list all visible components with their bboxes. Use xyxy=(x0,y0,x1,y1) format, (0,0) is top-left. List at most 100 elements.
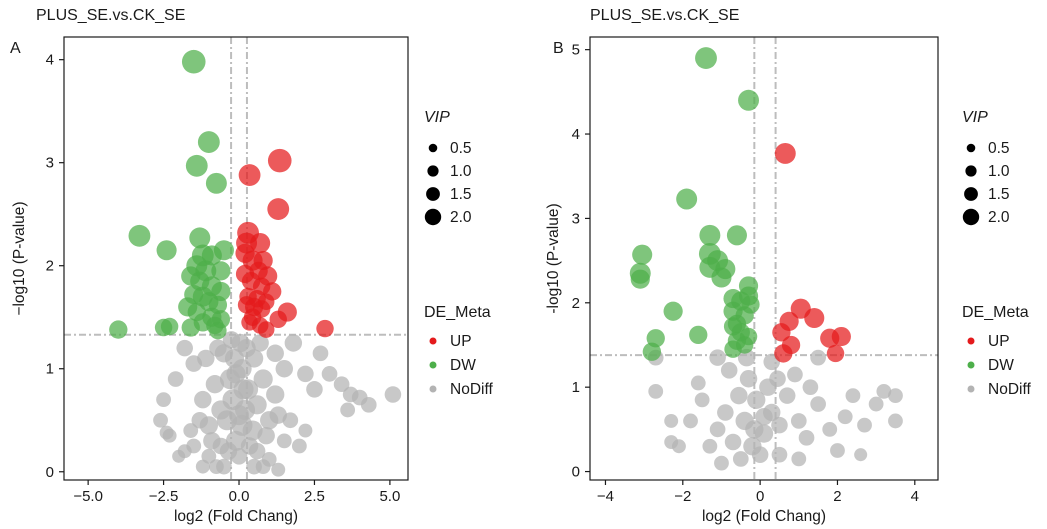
panel-a: PLUS_SE.vs.CK_SE A −5.0 −2.5 0.0 2.5 5.0 0 1 2 3 4 l… xyxy=(10,7,493,525)
point-nodiff xyxy=(830,443,845,458)
point-dw xyxy=(181,318,200,337)
x-tick-label: −2 xyxy=(674,488,691,505)
legend-color-label: DW xyxy=(988,357,1014,374)
y-tick-label: 4 xyxy=(572,126,580,143)
legend-color-title: DE_Meta xyxy=(424,304,491,321)
point-dw xyxy=(676,188,698,210)
point-nodiff xyxy=(384,386,402,403)
point-nodiff xyxy=(810,349,826,366)
point-up xyxy=(250,233,271,254)
point-nodiff xyxy=(664,413,679,428)
point-nodiff xyxy=(709,421,726,438)
point-up xyxy=(267,198,290,220)
x-tick-label: 2.5 xyxy=(304,488,325,505)
point-dw xyxy=(205,172,227,194)
point-dw xyxy=(209,321,227,340)
point-up xyxy=(831,326,851,347)
point-nodiff xyxy=(787,366,803,383)
point-up xyxy=(826,344,845,363)
point-nodiff xyxy=(253,369,273,389)
y-tick-label: 0 xyxy=(572,464,580,481)
legend-color-label: DW xyxy=(450,357,476,374)
y-tick-label: 3 xyxy=(46,155,54,172)
point-dw xyxy=(109,320,128,339)
point-nodiff xyxy=(191,411,209,429)
legend-size-label: 0.5 xyxy=(988,140,1010,157)
point-nodiff xyxy=(714,455,729,471)
chart-title: PLUS_SE.vs.CK_SE xyxy=(590,7,739,24)
point-nodiff xyxy=(266,344,284,363)
legend-size-swatch xyxy=(966,143,976,153)
point-nodiff xyxy=(648,384,664,399)
x-tick-label: 0.0 xyxy=(229,488,250,505)
point-nodiff xyxy=(255,459,271,475)
point-nodiff xyxy=(845,388,861,404)
y-tick-label: 1 xyxy=(46,361,54,378)
point-dw xyxy=(197,131,220,154)
point-up xyxy=(774,344,793,363)
point-up xyxy=(772,323,791,342)
point-nodiff xyxy=(312,345,329,362)
point-nodiff xyxy=(778,387,796,404)
point-nodiff xyxy=(212,437,230,455)
point-up xyxy=(804,307,825,329)
point-nodiff xyxy=(248,442,266,460)
point-dw xyxy=(630,269,650,289)
x-tick-label: 4 xyxy=(911,488,919,505)
point-nodiff xyxy=(282,412,299,429)
y-tick-label: 0 xyxy=(46,464,54,481)
point-up xyxy=(267,148,292,173)
point-nodiff xyxy=(739,370,758,388)
point-dw xyxy=(189,227,211,249)
legend-size-swatch xyxy=(965,165,977,177)
point-nodiff xyxy=(690,375,706,391)
legend-size-swatch xyxy=(962,208,980,226)
point-nodiff xyxy=(247,395,267,415)
legend-color-swatch xyxy=(967,385,975,393)
point-dw xyxy=(695,47,717,70)
data-points xyxy=(629,47,903,471)
point-nodiff xyxy=(251,334,269,352)
point-nodiff xyxy=(360,396,377,413)
point-nodiff xyxy=(201,448,217,464)
point-nodiff xyxy=(791,451,807,467)
point-nodiff xyxy=(333,376,350,393)
legend-size-label: 0.5 xyxy=(450,140,472,157)
point-nodiff xyxy=(298,423,313,438)
legend-color-swatch xyxy=(429,337,437,345)
point-nodiff xyxy=(306,381,323,398)
point-nodiff xyxy=(195,459,210,474)
legend-size-label: 2.0 xyxy=(988,209,1010,226)
point-dw xyxy=(156,240,177,261)
panel-b: PLUS_SE.vs.CK_SE B −4 −2 0 2 4 0 1 2 3 4 5 log2 (Fold… xyxy=(545,7,1031,525)
y-tick-label: 2 xyxy=(46,258,54,275)
point-nodiff xyxy=(176,339,193,357)
legend-color-swatch xyxy=(429,385,437,393)
point-nodiff xyxy=(194,390,212,409)
point-nodiff xyxy=(209,339,227,357)
point-nodiff xyxy=(228,405,250,426)
point-nodiff xyxy=(233,379,254,400)
point-nodiff xyxy=(717,404,734,421)
point-nodiff xyxy=(172,449,186,463)
point-dw xyxy=(211,261,231,281)
legend-size-label: 1.5 xyxy=(988,186,1010,203)
x-tick-label: −4 xyxy=(597,488,614,505)
legend-color-swatch xyxy=(967,337,975,345)
point-nodiff xyxy=(747,390,766,409)
point-nodiff xyxy=(868,396,884,412)
point-nodiff xyxy=(284,334,303,352)
x-axis-label: log2 (Fold Chang) xyxy=(174,508,298,525)
y-tick-label: 3 xyxy=(572,210,580,227)
point-up xyxy=(316,319,334,338)
point-dw xyxy=(711,267,732,288)
point-up xyxy=(269,310,287,329)
y-axis-label: -log10 (P-value) xyxy=(545,203,562,313)
point-nodiff xyxy=(183,423,199,438)
point-nodiff xyxy=(771,416,788,434)
point-nodiff xyxy=(790,413,807,429)
data-points xyxy=(109,49,402,477)
point-dw xyxy=(181,49,206,74)
